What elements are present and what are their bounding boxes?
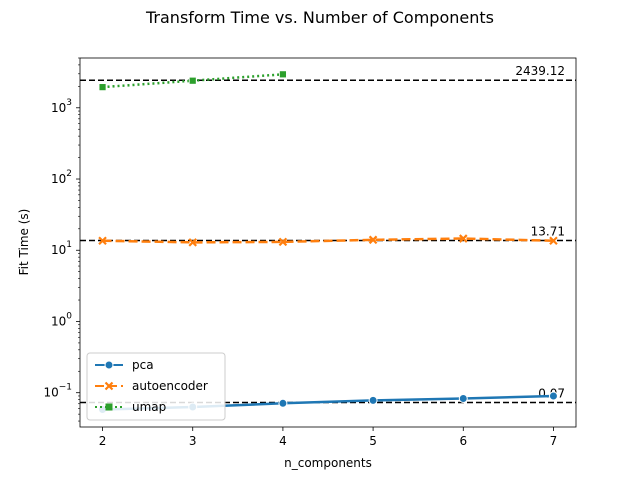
- y-axis-label: Fit Time (s): [17, 209, 31, 276]
- data-point-autoencoder: [98, 236, 107, 246]
- plot-area: 2439.1213.710.0723456710−1100101102103pc…: [43, 57, 577, 448]
- x-tick-label: 5: [369, 434, 377, 448]
- x-tick-label: 3: [189, 434, 197, 448]
- y-tick-label: 101: [51, 240, 72, 257]
- legend-label-pca: pca: [132, 358, 154, 372]
- data-point-pca: [278, 398, 288, 408]
- y-tick-label: 103: [51, 98, 72, 115]
- legend-marker-umap: [105, 403, 113, 411]
- data-point-autoencoder: [368, 235, 378, 245]
- data-point-autoencoder: [549, 236, 558, 246]
- series-line-autoencoder: [102, 237, 554, 244]
- x-tick-label: 2: [99, 434, 107, 448]
- legend-marker-autoencoder: [104, 381, 114, 391]
- x-tick-label: 4: [279, 434, 287, 448]
- legend-box: [86, 352, 226, 421]
- data-point-umap: [279, 70, 287, 79]
- data-point-umap: [98, 83, 107, 92]
- data-point-autoencoder: [278, 237, 288, 247]
- legend-marker-pca: [104, 360, 114, 370]
- legend: pca autoencoder umap: [86, 352, 226, 421]
- axes-frame: [79, 57, 577, 428]
- y-tick-label: 10−1: [43, 383, 72, 400]
- y-tick-label: 102: [51, 169, 72, 186]
- data-point-autoencoder: [458, 234, 468, 243]
- data-point-autoencoder: [188, 238, 198, 247]
- x-tick-label: 6: [459, 434, 467, 448]
- legend-label-autoencoder: autoencoder: [132, 379, 208, 393]
- y-tick-label: 100: [51, 311, 72, 328]
- x-tick-label: 7: [550, 434, 558, 448]
- chart-title: Transform Time vs. Number of Components: [145, 8, 494, 27]
- data-point-pca: [548, 391, 558, 401]
- data-point-umap: [188, 76, 197, 85]
- data-point-pca: [458, 393, 468, 403]
- x-axis-label: n_components: [284, 456, 372, 470]
- reference-line-label: 13.71: [531, 224, 565, 238]
- reference-line-label: 2439.12: [515, 64, 565, 78]
- data-point-pca: [368, 395, 378, 405]
- legend-label-umap: umap: [132, 400, 166, 414]
